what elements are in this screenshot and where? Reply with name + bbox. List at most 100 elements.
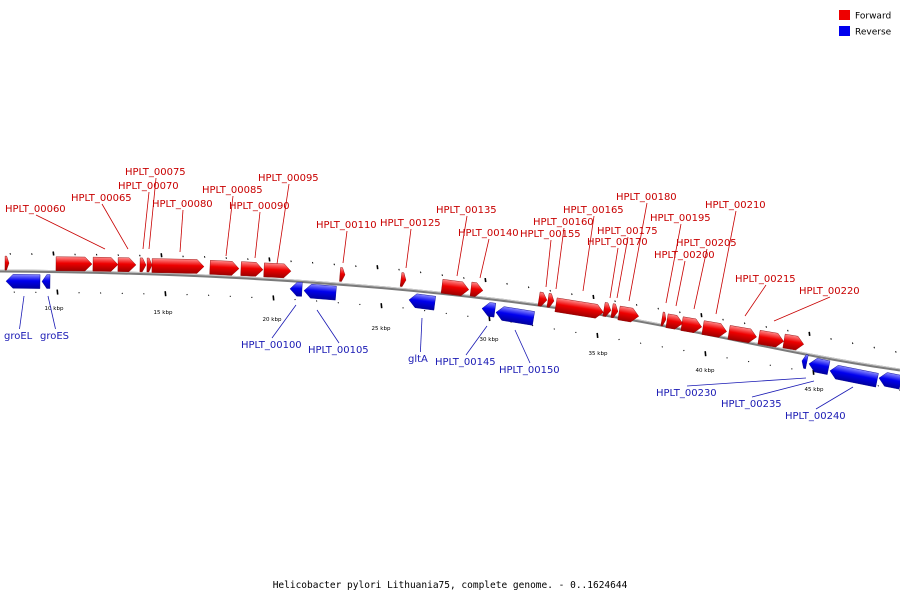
- forward-gene-arrow[interactable]: [701, 320, 728, 339]
- reverse-gene-label[interactable]: HPLT_00150: [499, 365, 560, 376]
- reverse-gene-arrow[interactable]: [495, 305, 535, 326]
- forward-gene-label[interactable]: HPLT_00160: [533, 217, 594, 228]
- tick-mark: [56, 289, 59, 295]
- forward-gene-arrow[interactable]: [665, 313, 684, 330]
- forward-gene-arrow[interactable]: [4, 255, 10, 271]
- forward-gene-leader: [142, 191, 150, 250]
- forward-gene-label[interactable]: HPLT_00085: [202, 185, 263, 196]
- forward-gene-arrow[interactable]: [782, 333, 805, 351]
- tick-mark: [812, 369, 815, 375]
- reverse-gene-label[interactable]: groES: [40, 331, 69, 342]
- forward-gene-arrow[interactable]: [617, 305, 640, 323]
- forward-gene-arrow[interactable]: [546, 293, 555, 308]
- forward-gene-label[interactable]: HPLT_00205: [676, 238, 737, 249]
- reverse-gene-arrow[interactable]: [41, 274, 51, 289]
- reverse-gene-arrow[interactable]: [303, 283, 337, 301]
- forward-gene-leader: [616, 236, 629, 299]
- reverse-gene-label[interactable]: HPLT_00105: [308, 345, 369, 356]
- tick-mark: [207, 294, 210, 296]
- forward-gene-label[interactable]: HPLT_00070: [118, 181, 179, 192]
- scale-label: 30 kbp: [480, 337, 499, 343]
- forward-gene-label[interactable]: HPLT_00215: [735, 274, 796, 285]
- forward-gene-arrow[interactable]: [55, 256, 93, 272]
- forward-gene-arrow[interactable]: [757, 330, 785, 348]
- scale-label: 35 kbp: [589, 351, 608, 357]
- forward-gene-label[interactable]: HPLT_00075: [125, 167, 186, 178]
- reverse-gene-label[interactable]: gltA: [408, 354, 428, 365]
- forward-gene-label[interactable]: HPLT_00110: [316, 220, 377, 231]
- legend-reverse-label: Reverse: [855, 28, 892, 38]
- reverse-gene-arrow[interactable]: [801, 354, 809, 369]
- forward-gene-arrow[interactable]: [602, 302, 612, 317]
- forward-gene-arrow[interactable]: [440, 279, 470, 296]
- forward-gene-leader: [456, 215, 468, 277]
- tick-mark: [575, 331, 577, 334]
- forward-gene-label[interactable]: HPLT_00210: [705, 200, 766, 211]
- forward-gene-label[interactable]: HPLT_00135: [436, 205, 497, 216]
- reverse-gene-label[interactable]: HPLT_00235: [721, 399, 782, 410]
- reverse-gene-arrow[interactable]: [878, 371, 900, 390]
- forward-gene-arrow[interactable]: [727, 325, 758, 343]
- tick-mark: [229, 295, 231, 298]
- forward-gene-arrow[interactable]: [139, 257, 147, 273]
- forward-gene-arrow[interactable]: [554, 297, 605, 319]
- reverse-gene-arrow[interactable]: [289, 281, 303, 297]
- forward-gene-label[interactable]: HPLT_00220: [799, 286, 860, 297]
- tick-mark: [419, 271, 422, 274]
- forward-gene-label[interactable]: HPLT_00170: [587, 237, 648, 248]
- reverse-gene-label[interactable]: HPLT_00230: [656, 388, 717, 399]
- tick-mark: [95, 253, 98, 256]
- forward-gene-arrow[interactable]: [680, 316, 703, 334]
- forward-gene-label[interactable]: HPLT_00060: [5, 204, 66, 215]
- forward-gene-label[interactable]: HPLT_00090: [229, 201, 290, 212]
- forward-gene-label[interactable]: HPLT_00200: [654, 250, 715, 261]
- reverse-gene-arrow[interactable]: [808, 357, 831, 375]
- forward-gene-arrow[interactable]: [146, 257, 153, 273]
- tick-mark: [895, 350, 897, 353]
- forward-gene-label[interactable]: HPLT_00165: [563, 205, 624, 216]
- forward-gene-arrow[interactable]: [339, 267, 346, 282]
- tick-mark: [186, 293, 188, 296]
- forward-gene-arrow[interactable]: [537, 291, 548, 307]
- forward-gene-leader: [342, 230, 348, 264]
- reverse-gene-label[interactable]: HPLT_00240: [785, 411, 846, 422]
- forward-gene-arrow[interactable]: [660, 311, 667, 327]
- forward-gene-leader: [609, 247, 619, 299]
- scale-label: 10 kbp: [45, 306, 64, 312]
- reverse-gene-leader: [271, 304, 297, 339]
- tick-mark: [787, 329, 789, 332]
- forward-gene-label[interactable]: HPLT_00180: [616, 192, 677, 203]
- reverse-gene-label[interactable]: groEL: [4, 331, 33, 342]
- forward-gene-label[interactable]: HPLT_00175: [597, 226, 658, 237]
- forward-gene-label[interactable]: HPLT_00155: [520, 229, 581, 240]
- reverse-gene-arrow[interactable]: [481, 302, 497, 318]
- reverse-gene-arrow[interactable]: [408, 293, 436, 311]
- forward-gene-arrow[interactable]: [263, 262, 292, 279]
- forward-gene-label[interactable]: HPLT_00125: [380, 218, 441, 229]
- reverse-gene-arrow[interactable]: [5, 274, 41, 289]
- forward-gene-arrow[interactable]: [209, 260, 240, 276]
- tick-mark: [99, 292, 102, 294]
- forward-gene-arrow[interactable]: [92, 256, 119, 272]
- tick-mark: [355, 265, 357, 268]
- tick-mark: [808, 331, 811, 336]
- forward-gene-label[interactable]: HPLT_00140: [458, 228, 519, 239]
- reverse-gene-arrow[interactable]: [829, 364, 879, 388]
- reverse-gene-label[interactable]: HPLT_00100: [241, 340, 302, 351]
- forward-gene-arrow[interactable]: [117, 257, 137, 272]
- forward-gene-arrow[interactable]: [399, 272, 407, 288]
- tick-mark: [463, 277, 465, 279]
- tick-mark: [700, 313, 703, 318]
- forward-gene-arrow[interactable]: [151, 258, 205, 274]
- forward-gene-arrow[interactable]: [469, 281, 484, 297]
- forward-gene-leader: [276, 183, 290, 265]
- forward-gene-label[interactable]: HPLT_00095: [258, 173, 319, 184]
- forward-gene-label[interactable]: HPLT_00065: [71, 193, 132, 204]
- forward-gene-label[interactable]: HPLT_00195: [650, 213, 711, 224]
- tick-mark: [614, 300, 616, 303]
- forward-gene-arrow[interactable]: [240, 261, 264, 277]
- forward-gene-leader: [555, 227, 565, 290]
- forward-gene-arrow[interactable]: [610, 303, 619, 319]
- forward-gene-label[interactable]: HPLT_00080: [152, 199, 213, 210]
- reverse-gene-label[interactable]: HPLT_00145: [435, 357, 496, 368]
